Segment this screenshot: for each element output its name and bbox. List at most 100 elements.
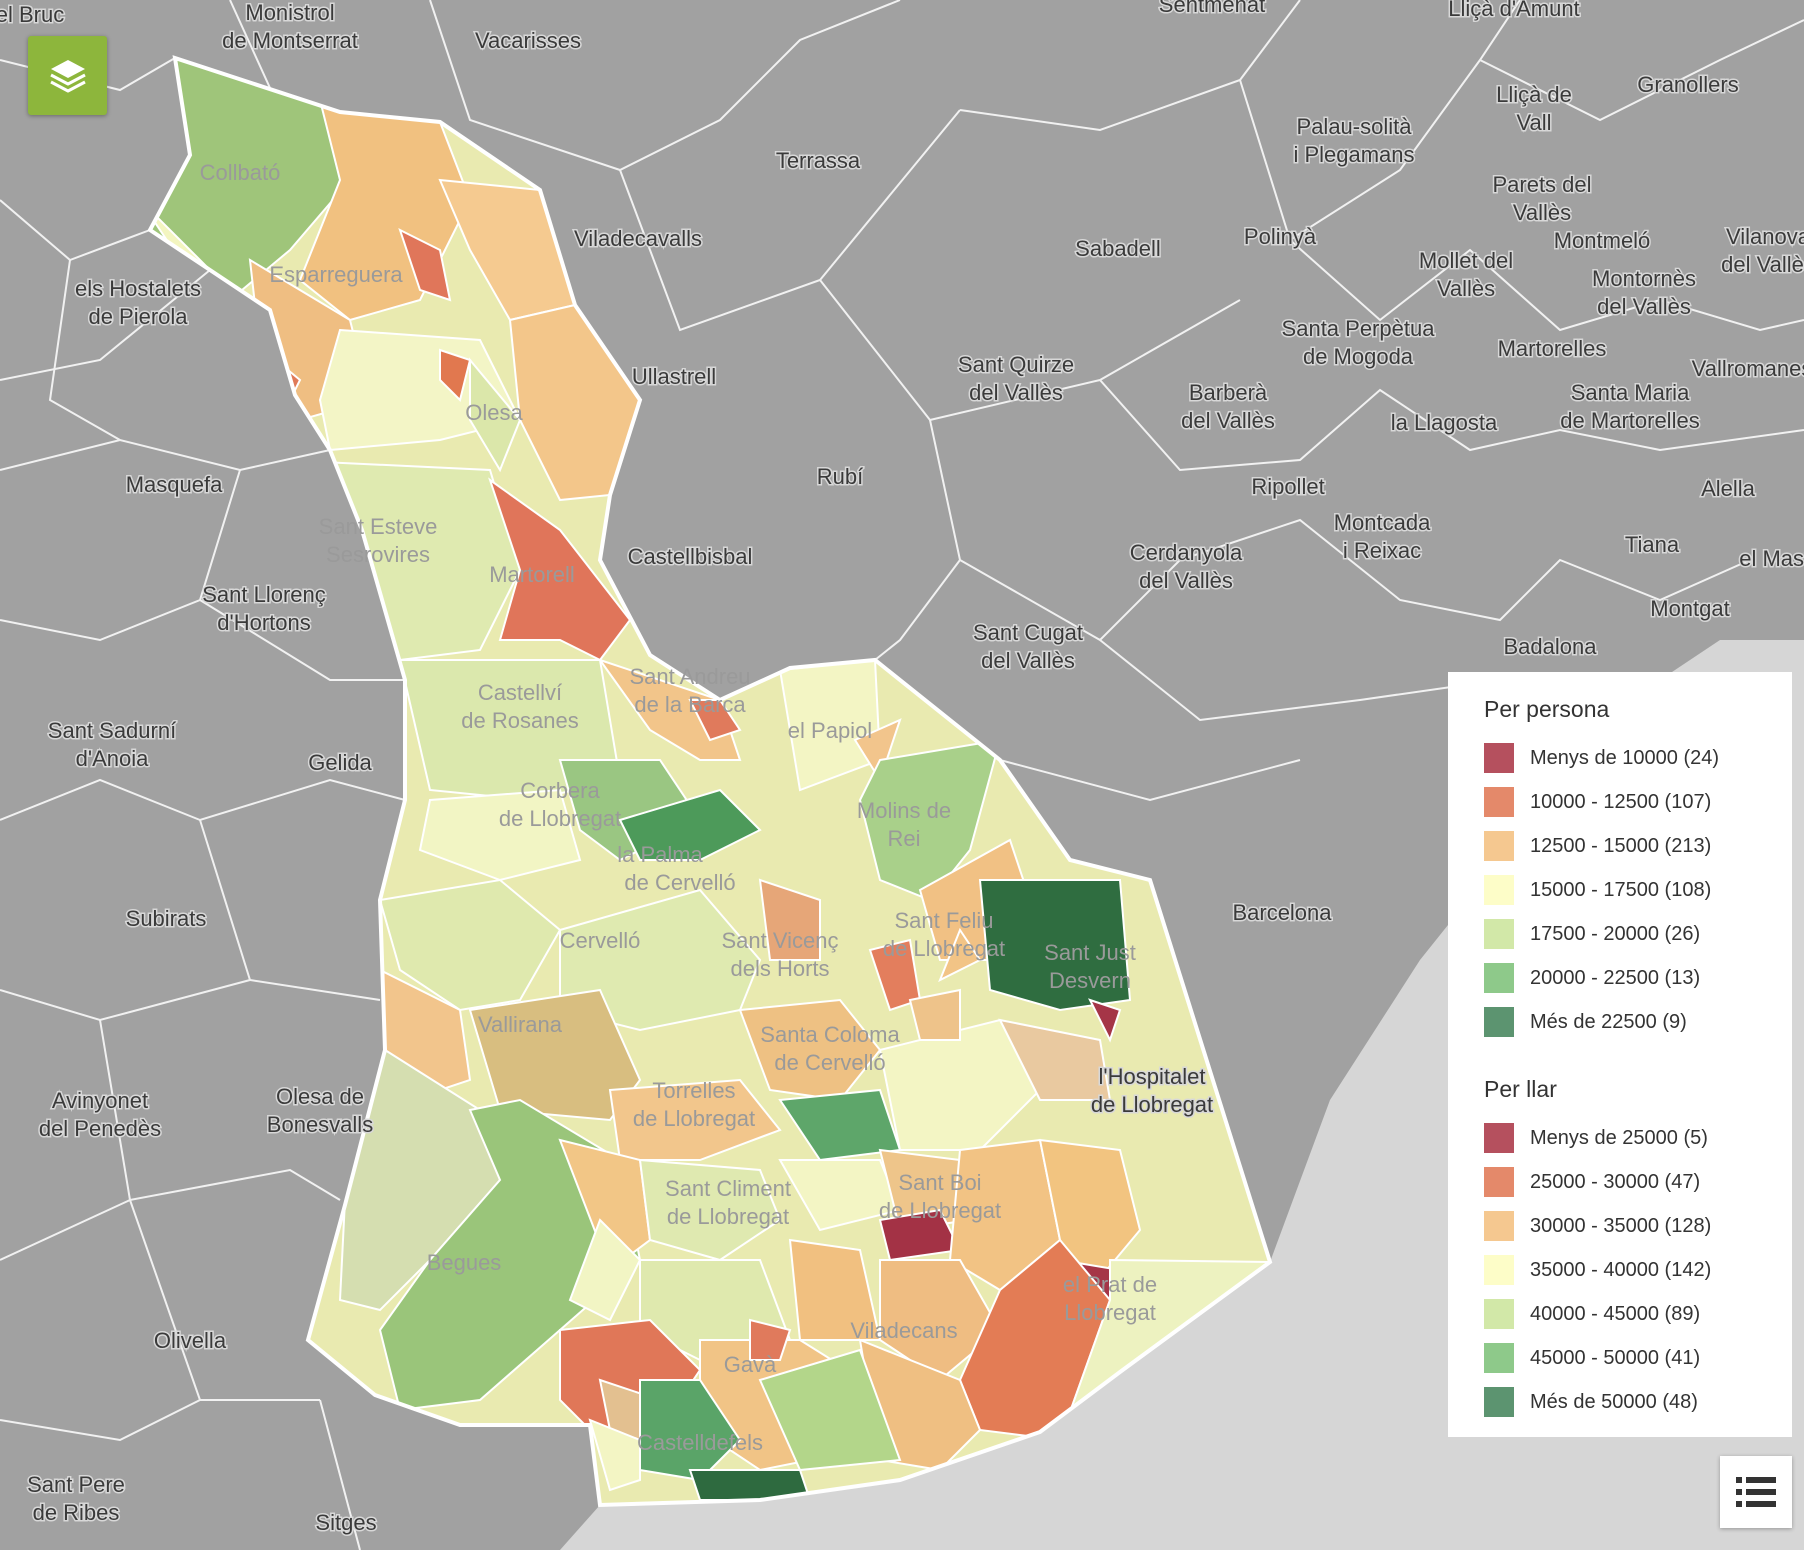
place-label: la Palma xyxy=(617,842,703,867)
place-label: del Vallès xyxy=(1139,568,1233,593)
place-label: de la Barca xyxy=(634,692,746,717)
legend-swatch xyxy=(1484,831,1514,861)
legend-swatch xyxy=(1484,1255,1514,1285)
place-label: Vallès xyxy=(1437,276,1495,301)
place-label: Rei xyxy=(887,826,920,851)
place-label: d'Hortons xyxy=(217,610,310,635)
legend-label: 10000 - 12500 (107) xyxy=(1530,790,1712,813)
place-label: Vacarisses xyxy=(475,28,581,53)
inner-place-labels: Collbató Esparreguera Olesa Sant Esteve Sesr… xyxy=(200,160,1157,1455)
place-label: Santa Coloma xyxy=(760,1022,900,1047)
legend-item: 15000 - 17500 (108) xyxy=(1484,868,1792,912)
place-label: Sant Boi xyxy=(898,1170,981,1195)
place-label: Ullastrell xyxy=(632,364,716,389)
place-label: i Plegamans xyxy=(1293,142,1414,167)
place-label: Tiana xyxy=(1625,532,1680,557)
place-label: Torrelles xyxy=(652,1078,735,1103)
place-label: de Llobregat xyxy=(667,1204,789,1229)
place-label: Esparreguera xyxy=(269,262,403,287)
place-label: Badalona xyxy=(1504,634,1598,659)
place-label: del Vallès xyxy=(1181,408,1275,433)
place-label: Sant Cugat xyxy=(973,620,1083,645)
legend-label: Més de 50000 (48) xyxy=(1530,1390,1698,1413)
legend-label: 20000 - 22500 (13) xyxy=(1530,966,1701,989)
legend-label: 17500 - 20000 (26) xyxy=(1530,922,1701,945)
place-label: Monistrol xyxy=(245,0,334,25)
place-label: Desvern xyxy=(1049,968,1131,993)
place-label: del Penedès xyxy=(39,1116,161,1141)
place-label: Martorelles xyxy=(1498,336,1607,361)
place-label: de Llobregat xyxy=(879,1198,1001,1223)
place-label: Castellví xyxy=(478,680,562,705)
legend-label: Menys de 25000 (5) xyxy=(1530,1126,1708,1149)
place-label: Sant Just xyxy=(1044,940,1136,965)
place-label: Martorell xyxy=(489,562,575,587)
place-label: els Hostalets xyxy=(75,276,201,301)
legend-swatch xyxy=(1484,1167,1514,1197)
place-label: Gelida xyxy=(308,750,372,775)
legend-swatch xyxy=(1484,787,1514,817)
legend-item: Menys de 10000 (24) xyxy=(1484,736,1792,780)
legend-swatch xyxy=(1484,1211,1514,1241)
legend-swatch xyxy=(1484,743,1514,773)
place-label: del Vallès xyxy=(1721,252,1804,277)
place-label: Ripollet xyxy=(1251,474,1324,499)
layers-button[interactable] xyxy=(28,36,107,115)
legend-swatch xyxy=(1484,963,1514,993)
legend-item: Més de 22500 (9) xyxy=(1484,1000,1792,1044)
legend-label: 35000 - 40000 (142) xyxy=(1530,1258,1712,1281)
place-label: Gavà xyxy=(724,1352,777,1377)
legend-item: 17500 - 20000 (26) xyxy=(1484,912,1792,956)
place-label: Polinyà xyxy=(1244,224,1317,249)
place-label: d'Anoia xyxy=(76,746,149,771)
place-label: de Montserrat xyxy=(222,28,358,53)
legend-item: 25000 - 30000 (47) xyxy=(1484,1160,1792,1204)
place-label: Vallromanes xyxy=(1692,356,1804,381)
legend-label: Menys de 10000 (24) xyxy=(1530,746,1720,769)
legend: Per persona Menys de 10000 (24) 10000 - 1… xyxy=(1448,672,1792,1437)
legend-toggle-button[interactable] xyxy=(1720,1456,1792,1528)
legend-swatch xyxy=(1484,1299,1514,1329)
place-label: dels Horts xyxy=(730,956,829,981)
place-label: Olesa xyxy=(465,400,523,425)
legend-title-llar: Per llar xyxy=(1484,1076,1557,1102)
place-label: Sesrovires xyxy=(326,542,430,567)
place-label: Alella xyxy=(1701,476,1756,501)
place-label: Montmeló xyxy=(1554,228,1651,253)
legend-item: Menys de 25000 (5) xyxy=(1484,1116,1792,1160)
list-icon xyxy=(1736,1477,1776,1507)
place-label: Vall xyxy=(1516,110,1551,135)
place-label: Sitges xyxy=(315,1510,376,1535)
layers-icon xyxy=(49,59,86,92)
place-label: Vallirana xyxy=(478,1012,563,1037)
legend-persona-list: Menys de 10000 (24) 10000 - 12500 (107) 12… xyxy=(1484,736,1792,1044)
place-label: de Llobregat xyxy=(499,806,621,831)
place-label: Montornès xyxy=(1592,266,1696,291)
place-label: Castelldefels xyxy=(637,1430,763,1455)
place-label: el Bruc xyxy=(0,2,64,27)
place-label: del Vallès xyxy=(1597,294,1691,319)
place-label: Castellbisbal xyxy=(628,544,753,569)
place-label: el Masnou xyxy=(1739,546,1804,571)
legend-swatch xyxy=(1484,875,1514,905)
place-label: Barberà xyxy=(1189,380,1268,405)
place-label: Vilanova xyxy=(1726,224,1804,249)
place-label: Santa Maria xyxy=(1571,380,1690,405)
place-label: Llobregat xyxy=(1064,1300,1156,1325)
place-label: Collbató xyxy=(200,160,281,185)
place-label: Cervelló xyxy=(560,928,641,953)
place-label: de Martorelles xyxy=(1560,408,1699,433)
place-label: el Prat de xyxy=(1063,1272,1157,1297)
place-label: Palau-solità xyxy=(1297,114,1413,139)
legend-item: 20000 - 22500 (13) xyxy=(1484,956,1792,1000)
place-label: i Reixac xyxy=(1343,538,1421,563)
place-label: Masquefa xyxy=(126,472,223,497)
legend-label: 40000 - 45000 (89) xyxy=(1530,1302,1701,1325)
place-label: Avinyonet xyxy=(52,1088,148,1113)
place-label: de Rosanes xyxy=(461,708,578,733)
legend-item: 12500 - 15000 (213) xyxy=(1484,824,1792,868)
place-label: Mollet del xyxy=(1419,248,1513,273)
